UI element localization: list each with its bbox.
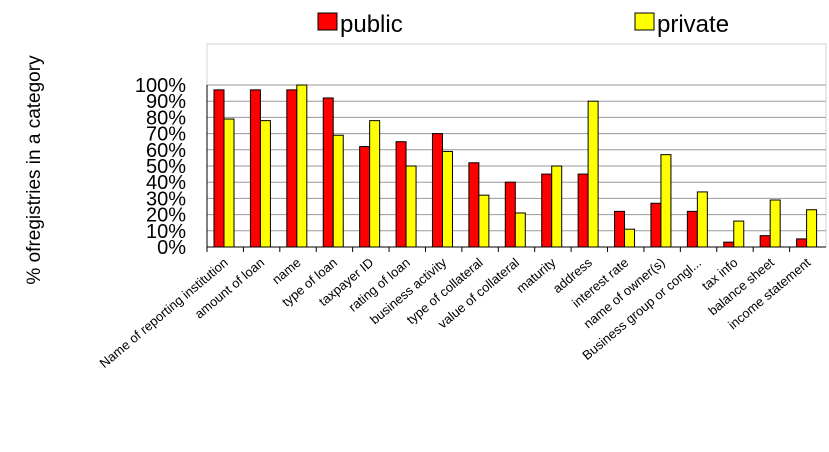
bar-private	[733, 220, 745, 248]
bar-private	[441, 150, 453, 248]
bar-public	[395, 141, 407, 248]
bar-public	[322, 97, 334, 248]
legend-label-private: private	[657, 11, 729, 38]
bar-public	[213, 89, 225, 248]
bar-private	[696, 191, 708, 248]
y-tick-label: 50%	[146, 156, 186, 178]
bar-private	[624, 228, 636, 248]
bar-private	[587, 100, 599, 248]
y-tick-label: 80%	[146, 107, 186, 129]
y-tick-label: 10%	[146, 221, 186, 243]
y-tick-label: 100%	[135, 75, 186, 97]
bar-private	[223, 118, 235, 248]
legend-swatch-private	[634, 12, 655, 31]
category-label: maturity	[513, 254, 558, 296]
bar-private	[259, 120, 271, 248]
bar-public	[359, 146, 371, 248]
bar-public	[431, 133, 443, 248]
bar-public	[759, 235, 771, 248]
bar-public	[686, 210, 698, 248]
bar-private	[806, 209, 818, 248]
bar-private	[769, 199, 781, 248]
bar-public	[286, 89, 298, 248]
bar-public	[723, 241, 735, 248]
legend: public private	[317, 11, 729, 38]
bar-private	[514, 212, 526, 248]
bar-public	[650, 202, 662, 248]
bar-public	[614, 210, 626, 248]
y-tick-label: 20%	[146, 205, 186, 227]
y-axis-label: % ofregistries in a category	[24, 55, 45, 285]
y-tick-label: 70%	[146, 124, 186, 146]
bar-public	[468, 162, 480, 248]
bar-private	[332, 134, 344, 248]
bar-private	[551, 165, 563, 248]
bar-public	[504, 181, 516, 248]
y-tick-label: 60%	[146, 140, 186, 162]
legend-swatch-public	[317, 12, 338, 31]
legend-label-public: public	[340, 11, 403, 38]
bars	[213, 84, 818, 248]
y-tick-label: 40%	[146, 172, 186, 194]
y-tick-label: 30%	[146, 188, 186, 210]
bar-private	[296, 84, 308, 248]
bar-private	[369, 120, 381, 248]
y-tick-label: 0%	[157, 237, 186, 259]
bar-public	[541, 173, 553, 248]
bar-public	[249, 89, 261, 248]
y-tick-labels: 0%10%20%30%40%50%60%70%80%90%100%	[135, 75, 186, 259]
bar-private	[660, 154, 672, 248]
bar-private	[405, 165, 417, 248]
bar-private	[478, 194, 490, 248]
bar-public	[577, 173, 589, 248]
bar-public	[796, 238, 808, 248]
y-tick-label: 90%	[146, 91, 186, 113]
